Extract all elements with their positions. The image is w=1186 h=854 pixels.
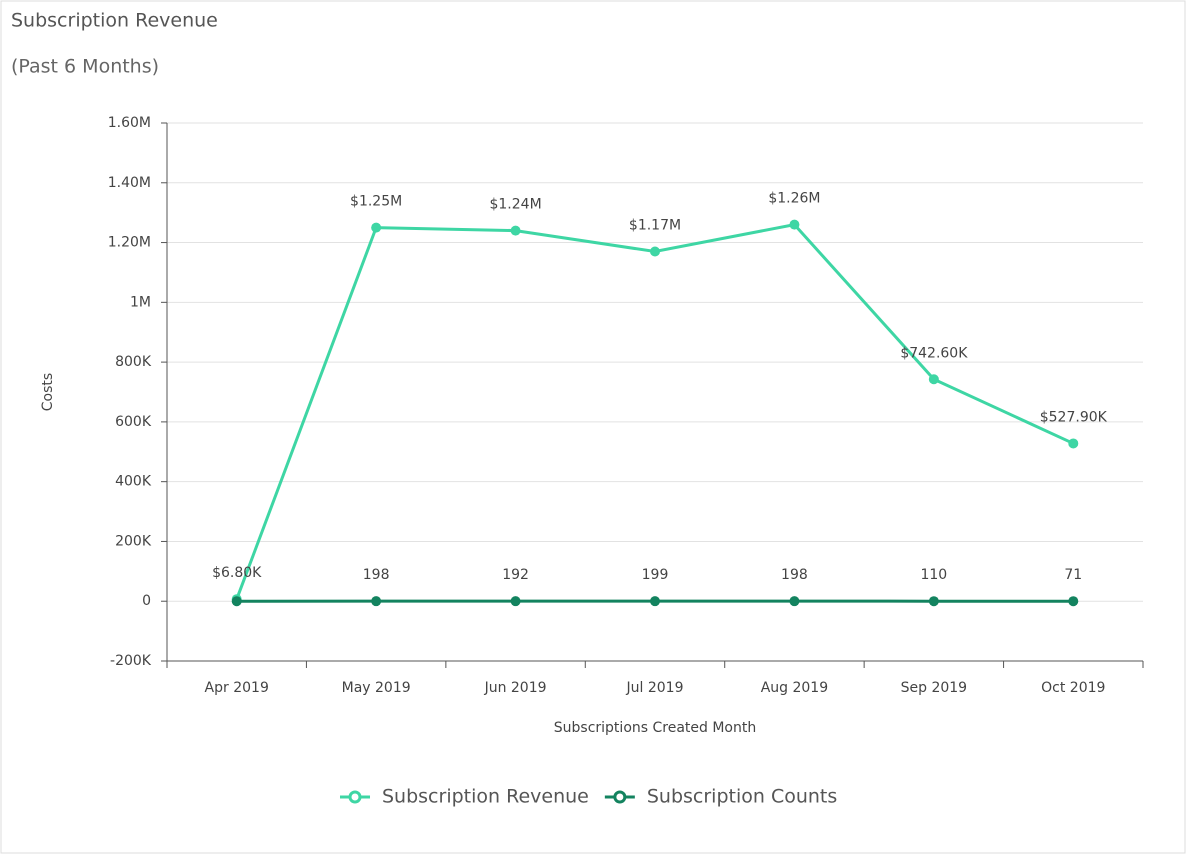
data-label: $1.24M: [489, 197, 541, 213]
data-point: [789, 219, 800, 230]
data-point: [510, 596, 521, 607]
x-tick-label: Jun 2019: [484, 680, 547, 696]
data-point: [650, 246, 660, 257]
y-tick-label: 1M: [130, 294, 151, 310]
x-tick-label: Apr 2019: [205, 680, 269, 696]
data-label: $1.25M: [350, 194, 402, 210]
y-tick-label: -200K: [110, 653, 152, 669]
data-label: $742.60K: [900, 345, 968, 361]
data-point: [1068, 438, 1079, 449]
x-tick-label: Jul 2019: [626, 680, 684, 696]
legend-marker: [348, 790, 362, 804]
data-point: [371, 222, 382, 233]
legend-marker: [613, 790, 627, 804]
y-tick-label: 600K: [115, 414, 152, 430]
x-tick-label: Oct 2019: [1041, 680, 1105, 696]
y-tick-label: 1.40M: [108, 175, 151, 191]
data-point: [928, 596, 939, 607]
data-label: $1.17M: [629, 218, 681, 234]
data-point: [371, 596, 382, 607]
data-label: $527.90K: [1040, 409, 1108, 425]
chart-title: Subscription Revenue: [11, 10, 218, 32]
data-point: [789, 596, 800, 607]
y-tick-label: 1.60M: [108, 115, 151, 131]
data-label: 198: [781, 567, 808, 583]
y-tick-label: 1.20M: [108, 235, 151, 251]
data-point: [1068, 596, 1079, 607]
data-label: 110: [920, 567, 947, 583]
x-tick-label: Aug 2019: [761, 680, 828, 696]
data-label: 199: [642, 567, 669, 583]
data-label: $1.26M: [768, 191, 820, 207]
data-point: [510, 225, 521, 236]
y-tick-label: 800K: [115, 354, 152, 370]
data-label: $6.80K: [212, 565, 262, 581]
y-tick-label: 400K: [115, 474, 152, 490]
chart-subtitle: (Past 6 Months): [11, 56, 159, 78]
y-axis-title: Costs: [40, 373, 56, 411]
data-point: [928, 374, 939, 385]
y-tick-label: 200K: [115, 533, 152, 549]
data-point: [231, 596, 242, 607]
data-label: 192: [502, 567, 529, 583]
x-axis-title: Subscriptions Created Month: [554, 720, 756, 736]
y-tick-label: 0: [142, 593, 151, 609]
data-label: 71: [1064, 567, 1082, 583]
x-tick-label: Sep 2019: [901, 680, 967, 696]
x-tick-label: May 2019: [342, 680, 411, 696]
legend-label: Subscription Counts: [647, 786, 837, 808]
data-point: [650, 596, 660, 607]
data-label: 198: [363, 567, 390, 583]
legend-label: Subscription Revenue: [382, 786, 589, 808]
